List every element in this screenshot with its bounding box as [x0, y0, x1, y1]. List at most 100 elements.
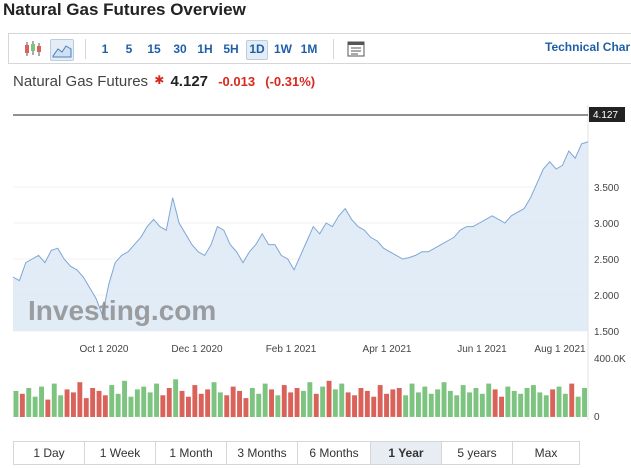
range-button-1-year[interactable]: 1 Year	[371, 442, 442, 464]
range-button-3-months[interactable]: 3 Months	[227, 442, 298, 464]
volume-bar	[141, 386, 147, 418]
volume-bar	[13, 390, 19, 417]
volume-bar	[358, 388, 364, 417]
volume-bar	[173, 379, 179, 417]
volume-bar	[339, 383, 345, 417]
y-tick-label: 3.500	[594, 183, 619, 194]
volume-bar	[179, 390, 185, 417]
volume-bar	[83, 398, 89, 417]
star-icon: ✱	[154, 73, 165, 87]
volume-bar	[377, 385, 383, 417]
area-chart-icon[interactable]	[50, 39, 74, 61]
volume-bar	[77, 382, 83, 417]
volume-bar	[198, 393, 204, 417]
volume-bar	[326, 380, 332, 418]
volume-bar	[211, 382, 217, 417]
volume-bar	[460, 385, 466, 417]
interval-button-1h[interactable]: 1H	[197, 42, 213, 56]
volume-bar	[256, 393, 262, 417]
volume-bar	[390, 389, 396, 417]
volume-bar	[26, 388, 32, 417]
volume-bar	[543, 395, 549, 418]
volume-bar	[301, 390, 306, 417]
volume-bar	[249, 388, 255, 417]
range-button-6-months[interactable]: 6 Months	[298, 442, 371, 464]
interval-button-1[interactable]: 1	[101, 42, 109, 56]
range-button-5-years[interactable]: 5 years	[442, 442, 513, 464]
x-tick-label: Aug 1 2021	[534, 344, 586, 355]
volume-bar	[313, 393, 319, 417]
volume-bar	[364, 390, 370, 417]
volume-bar	[217, 392, 223, 417]
interval-button-1w[interactable]: 1W	[274, 42, 292, 56]
volume-bar	[441, 382, 447, 417]
volume-bar	[575, 396, 581, 417]
volume-bar	[396, 388, 402, 417]
volume-bar	[569, 383, 575, 417]
volume-bar	[371, 396, 377, 417]
volume-bar	[96, 390, 102, 417]
volume-bar	[556, 386, 562, 418]
range-button-1-day[interactable]: 1 Day	[14, 442, 85, 464]
toolbar-divider	[85, 39, 86, 59]
volume-bar	[230, 386, 236, 418]
volume-bar	[205, 389, 211, 417]
volume-bar	[562, 393, 568, 417]
volume-bar	[492, 389, 498, 417]
volume-bar	[479, 393, 485, 417]
volume-bar	[58, 395, 64, 418]
volume-bar	[550, 389, 556, 417]
technical-chart-link[interactable]: Technical Char	[545, 40, 631, 54]
interval-button-30[interactable]: 30	[173, 42, 187, 56]
volume-bar	[281, 385, 287, 417]
volume-bar	[262, 383, 268, 417]
last-price-marker	[589, 107, 625, 122]
volume-bar	[186, 396, 191, 417]
x-tick-label: Feb 1 2021	[266, 344, 317, 355]
interval-button-1m[interactable]: 1M	[300, 42, 318, 56]
volume-axis-label: 400.0K	[594, 354, 626, 365]
price-change-percent: (-0.31%)	[265, 74, 316, 89]
volume-bar	[51, 383, 57, 417]
range-button-1-month[interactable]: 1 Month	[156, 442, 227, 464]
x-tick-label: Apr 1 2021	[363, 344, 412, 355]
interval-button-15[interactable]: 15	[147, 42, 161, 56]
volume-bar	[39, 386, 44, 418]
svg-text:Investing.com: Investing.com	[28, 295, 216, 326]
volume-bar	[307, 382, 313, 417]
page-title: Natural Gas Futures Overview	[3, 0, 246, 19]
volume-bar	[537, 392, 543, 417]
volume-bar	[403, 395, 409, 418]
range-button-max[interactable]: Max	[534, 446, 558, 460]
volume-bar	[237, 390, 242, 417]
interval-button-1d[interactable]: 1D	[246, 40, 268, 60]
volume-bar	[409, 383, 415, 417]
volume-bar	[467, 392, 472, 417]
instrument-name: Natural Gas Futures	[13, 73, 149, 90]
volume-bar	[435, 389, 441, 417]
interval-button-5[interactable]: 5	[125, 42, 133, 56]
x-tick-label: Jun 1 2021	[457, 344, 507, 355]
candlestick-icon[interactable]	[22, 39, 44, 59]
volume-bar	[192, 385, 198, 417]
volume-bar	[243, 398, 249, 417]
volume-bar	[224, 395, 230, 418]
volume-bar	[128, 396, 134, 417]
volume-bar	[275, 395, 281, 418]
price-chart[interactable]: 4.127 1.500 2.000 2.500 3.000 3.500 Oct 1 20…	[0, 95, 631, 435]
settings-icon[interactable]	[345, 39, 367, 59]
volume-bar	[154, 383, 159, 417]
y-tick-label: 2.500	[594, 255, 619, 266]
time-range-bar: 1 Day 1 Week 1 Month 3 Months 6 Months 1 Year…	[13, 441, 580, 465]
interval-button-5h[interactable]: 5H	[223, 42, 239, 56]
quote-header: Natural Gas Futures ✱ 4.127 -0.013 (-0.3…	[13, 73, 315, 90]
volume-bar	[352, 395, 357, 418]
volume-bar	[428, 393, 434, 417]
volume-bar	[531, 385, 536, 417]
range-button-1-week[interactable]: 1 Week	[85, 442, 156, 464]
volume-bar	[32, 396, 38, 417]
y-tick-label: 1.500	[594, 327, 619, 338]
volume-bar	[269, 389, 274, 417]
volume-axis-label: 0	[594, 412, 600, 423]
volume-bar	[160, 395, 166, 418]
